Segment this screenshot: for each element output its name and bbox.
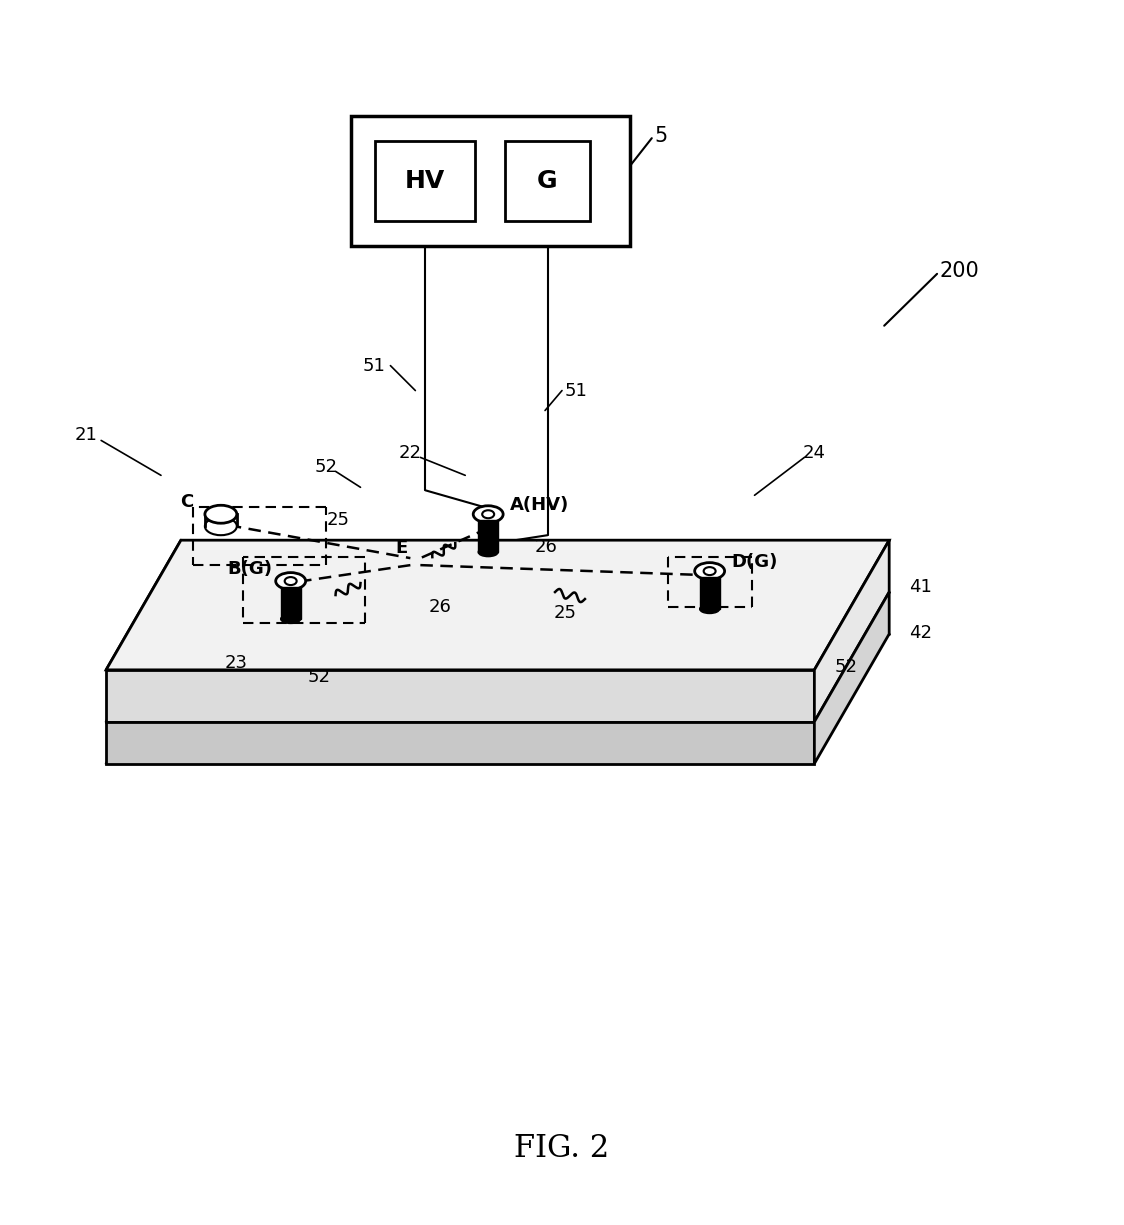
Polygon shape <box>106 722 815 763</box>
Text: A(HV): A(HV) <box>510 496 570 514</box>
Text: 26: 26 <box>535 538 558 556</box>
Bar <box>505 141 590 220</box>
Text: 51: 51 <box>363 356 386 375</box>
Bar <box>281 587 300 619</box>
Text: 51: 51 <box>565 381 588 399</box>
Ellipse shape <box>284 577 297 586</box>
Text: HV: HV <box>406 169 445 194</box>
Text: 52: 52 <box>314 458 337 477</box>
Text: B(G): B(G) <box>228 560 273 578</box>
Ellipse shape <box>699 604 719 614</box>
Text: 52: 52 <box>307 668 330 686</box>
Polygon shape <box>106 670 815 722</box>
Text: 24: 24 <box>803 445 826 462</box>
Bar <box>375 141 475 220</box>
Ellipse shape <box>205 505 237 523</box>
Text: 26: 26 <box>429 598 452 616</box>
Text: 25: 25 <box>553 604 577 622</box>
Text: 21: 21 <box>74 426 98 445</box>
Ellipse shape <box>482 511 495 518</box>
Text: D(G): D(G) <box>732 554 778 571</box>
Text: 52: 52 <box>834 658 858 676</box>
Ellipse shape <box>275 572 306 589</box>
Text: FIG. 2: FIG. 2 <box>515 1133 609 1164</box>
Text: 25: 25 <box>327 511 350 529</box>
Text: 5: 5 <box>655 126 668 146</box>
Text: C: C <box>180 494 193 511</box>
Text: 42: 42 <box>909 624 932 642</box>
Polygon shape <box>815 540 889 722</box>
Ellipse shape <box>205 517 237 535</box>
Text: G: G <box>537 169 558 194</box>
Polygon shape <box>106 540 889 670</box>
Ellipse shape <box>478 548 498 556</box>
Text: 41: 41 <box>909 578 932 597</box>
Text: 23: 23 <box>225 654 247 671</box>
Bar <box>478 521 498 552</box>
Ellipse shape <box>695 562 725 579</box>
Text: 22: 22 <box>399 445 422 462</box>
Ellipse shape <box>704 567 716 575</box>
Text: E: E <box>396 539 407 557</box>
Bar <box>351 116 629 246</box>
Polygon shape <box>815 592 889 763</box>
Ellipse shape <box>281 615 300 624</box>
Bar <box>699 577 719 609</box>
Ellipse shape <box>473 506 504 523</box>
Text: 200: 200 <box>939 261 979 281</box>
